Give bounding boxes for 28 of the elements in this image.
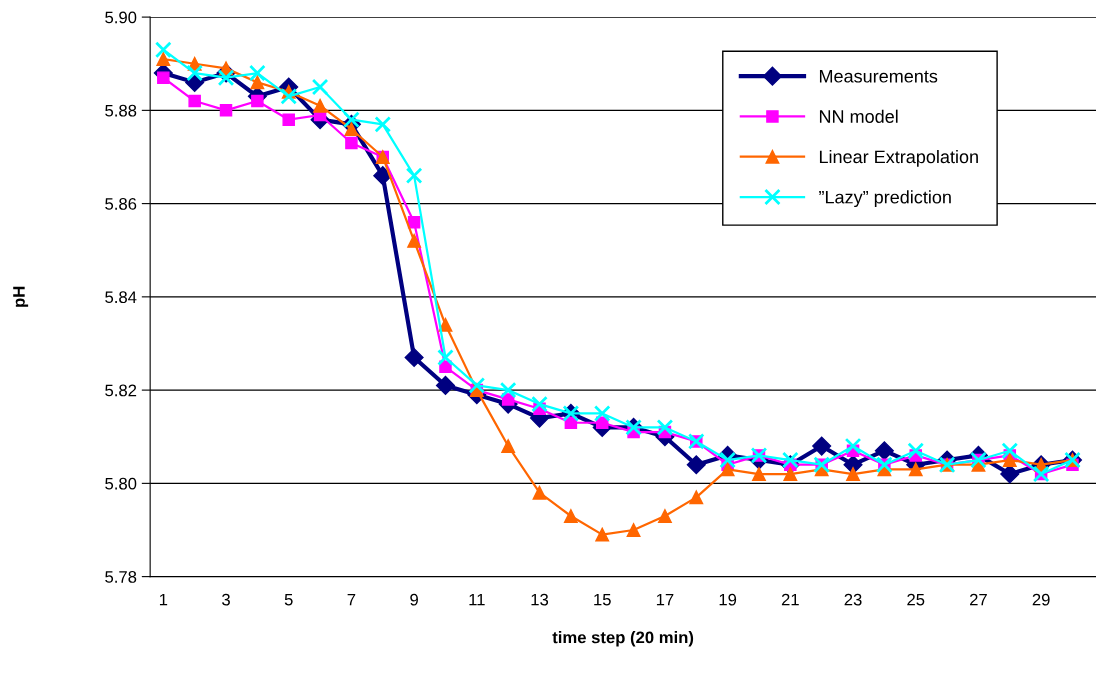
y-tick-label: 5.78 — [105, 571, 137, 583]
y-tick-label: 5.90 — [105, 11, 137, 24]
x-tick-label: 25 — [907, 593, 925, 606]
y-tick-label: 5.88 — [105, 104, 137, 117]
x-axis-title: time step (20 min) — [552, 631, 694, 647]
x-tick-label: 19 — [719, 593, 737, 606]
x-tick-label: 9 — [410, 593, 418, 606]
legend-label: NN model — [819, 109, 898, 123]
x-tick-label: 13 — [531, 593, 549, 606]
x-tick-label: 27 — [970, 593, 987, 606]
y-axis-title: pH — [13, 286, 29, 307]
y-tick-label: 5.80 — [105, 477, 137, 490]
x-tick-label: 21 — [781, 593, 799, 606]
y-tick-label: 5.82 — [105, 384, 137, 397]
y-tick-label: 5.84 — [105, 291, 137, 304]
legend-label: Measurements — [819, 70, 938, 83]
x-tick-label: 11 — [469, 593, 485, 606]
x-tick-label: 23 — [844, 593, 862, 606]
x-tick-label: 1 — [159, 593, 168, 606]
x-tick-label: 29 — [1032, 593, 1050, 606]
x-tick-label: 7 — [347, 593, 356, 606]
x-tick-label: 17 — [656, 593, 674, 606]
x-tick-label: 3 — [222, 593, 230, 606]
y-tick-label: 5.86 — [105, 198, 137, 210]
legend-label: ”Lazy” prediction — [819, 190, 951, 208]
x-tick-label: 5 — [284, 593, 293, 606]
x-tick-label: 15 — [594, 593, 611, 606]
legend-label: Linear Extrapolation — [819, 149, 978, 167]
